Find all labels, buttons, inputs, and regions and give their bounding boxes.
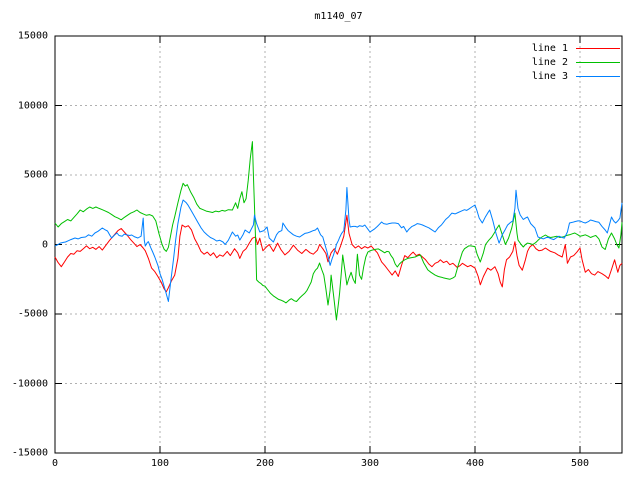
legend-label: line 1 — [531, 42, 568, 54]
legend-label: line 2 — [531, 56, 568, 68]
legend: line 1 line 2 line 3 — [532, 41, 620, 83]
x-tick-label: 100 — [150, 458, 170, 469]
chart-title: m1140_07 — [314, 11, 363, 22]
legend-item: line 1 — [532, 41, 620, 55]
series-line-1 — [54, 214, 623, 293]
x-tick-label: 0 — [51, 458, 59, 469]
series-line-3 — [54, 187, 623, 302]
x-tick-label: 200 — [255, 458, 275, 469]
legend-item: line 2 — [532, 55, 620, 69]
x-tick-label: 400 — [465, 458, 485, 469]
legend-line-sample — [576, 75, 620, 77]
x-tick-label: 500 — [570, 458, 590, 469]
legend-line-sample — [576, 61, 620, 63]
y-tick-label: -5000 — [17, 308, 48, 320]
legend-label: line 3 — [531, 70, 568, 82]
y-tick-label: -15000 — [11, 447, 48, 459]
y-tick-label: 10000 — [17, 100, 48, 111]
legend-line-sample — [576, 47, 620, 49]
x-tick-label: 300 — [360, 458, 380, 469]
series-line-2 — [54, 141, 623, 321]
y-tick-label: 15000 — [17, 30, 48, 42]
y-tick-label: 0 — [41, 239, 48, 250]
y-tick-label: -10000 — [11, 378, 48, 389]
y-tick-label: 5000 — [23, 169, 48, 181]
legend-item: line 3 — [532, 69, 620, 83]
